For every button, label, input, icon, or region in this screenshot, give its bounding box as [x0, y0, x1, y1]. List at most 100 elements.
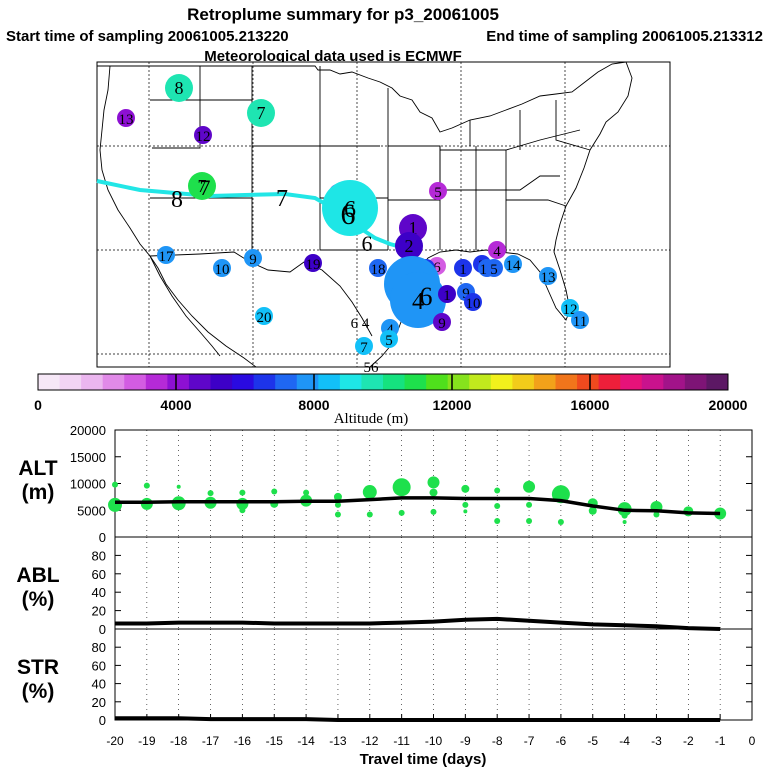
colorbar-frame [37, 373, 729, 391]
colorbar-cell [318, 374, 341, 390]
colorbar-cell [188, 374, 211, 390]
site-marker-label: 18 [371, 262, 386, 278]
altitude-point [427, 476, 440, 489]
colorbar-cell [253, 374, 276, 390]
site-marker [255, 307, 273, 325]
site-marker-label: 7 [198, 176, 207, 196]
site-marker-label: 13 [541, 270, 556, 286]
time-series-panels: 05000100001500020000ALT(m)020406080ABL(%… [16, 423, 755, 748]
colorbar-cell [490, 374, 513, 390]
site-marker [488, 241, 506, 259]
panel-abl: 0 20 40 60 80 ABL(%) [16, 536, 753, 637]
panel-label: ALT [18, 457, 57, 480]
altitude-point [362, 485, 377, 500]
altitude-point [526, 517, 533, 524]
colorbar-cell [533, 374, 556, 390]
x-tick-label: -17 [202, 734, 220, 748]
colorbar-tick-label: 8000 [298, 397, 329, 413]
site-marker-label: 11 [573, 314, 587, 330]
altitude-point [303, 489, 310, 496]
colorbar-cell [447, 374, 470, 390]
site-marker-label: 20 [257, 310, 272, 326]
colorbar-tick-label: 12000 [433, 397, 472, 413]
site-marker-label: 19 [306, 257, 321, 273]
altitude-point [588, 506, 597, 515]
altitude-point [494, 502, 501, 509]
colorbar-cell [167, 374, 190, 390]
colorbar-cell [232, 374, 255, 390]
colorbar-cell [706, 374, 729, 390]
site-marker-label: 10 [215, 262, 230, 278]
site-marker-label: 13 [119, 112, 134, 128]
site-marker [369, 259, 387, 277]
altitude-point [557, 519, 564, 526]
x-tick-label: -4 [619, 734, 630, 748]
altitude-point [714, 507, 727, 520]
site-marker-label: 4 [412, 289, 424, 315]
altitude-point [494, 487, 501, 494]
y-tick-label: 15000 [70, 450, 106, 465]
x-tick-label: -18 [170, 734, 188, 748]
x-tick-label: -10 [425, 734, 443, 748]
colorbar-cell [469, 374, 492, 390]
altitude-point [494, 517, 501, 524]
site-marker [304, 254, 322, 272]
site-marker-label: 9 [249, 252, 257, 268]
site-marker-label: 5 [434, 185, 442, 201]
altitude-point [239, 507, 246, 514]
altitude-point [239, 489, 246, 496]
site-marker [429, 182, 447, 200]
x-tick-label: -7 [524, 734, 535, 748]
colorbar-label: Altitude (m) [334, 411, 409, 427]
x-tick-label: -15 [266, 734, 284, 748]
x-tick-label: -19 [138, 734, 156, 748]
panel-label: (m) [22, 481, 55, 504]
colorbar-cell [339, 374, 362, 390]
trajectory-day-label: 6 [341, 198, 356, 231]
colorbar-cell [641, 374, 664, 390]
colorbar-cell [81, 374, 104, 390]
trajectory-day-labels: 8 7 7 6 6 6 [171, 175, 433, 311]
site-marker-label: 8 [175, 78, 184, 98]
y-tick-label: 0 [99, 530, 106, 545]
site-marker [322, 180, 378, 236]
y-tick-label: 0 [99, 622, 106, 637]
y-tick-label: 80 [92, 640, 106, 655]
colorbar-tick-label: 4000 [160, 397, 191, 413]
site-marker-label: 7 [257, 103, 266, 123]
altitude-point [207, 490, 214, 497]
colorbar-tick-label: 20000 [709, 397, 748, 413]
trajectory-day-label: 6 [420, 282, 433, 311]
map-extra-label: 6 4 [351, 316, 370, 332]
y-tick-label: 40 [92, 677, 106, 692]
site-marker [355, 337, 373, 355]
x-tick-label: -5 [587, 734, 598, 748]
x-axis-label: Travel time (days) [360, 751, 487, 768]
colorbar-cell [598, 374, 621, 390]
site-marker [157, 246, 175, 264]
colorbar-cell [102, 374, 125, 390]
x-tick-label: -6 [556, 734, 567, 748]
site-marker-label: 9 [462, 286, 470, 302]
site-marker-label: 7 [360, 340, 368, 356]
y-tick-label: 40 [92, 585, 106, 600]
colorbar-cell [275, 374, 298, 390]
y-tick-label: 20 [92, 695, 106, 710]
colorbar-tick-labels: 0 4000 8000 12000 16000 20000 [34, 374, 748, 413]
altitude-point [366, 511, 373, 518]
site-marker [561, 299, 579, 317]
trajectory-day-label: 7 [276, 186, 288, 212]
x-tick-label: -13 [329, 734, 347, 748]
site-marker [188, 172, 216, 200]
x-tick-label: -14 [297, 734, 315, 748]
site-marker [380, 330, 398, 348]
trajectory-day-label: 7 [200, 175, 211, 200]
altitude-point [271, 488, 278, 495]
colorbar-cell [555, 374, 578, 390]
site-marker-label: 4 [493, 244, 501, 260]
site-marker-label: 6 [433, 260, 441, 276]
altitude-point [463, 509, 468, 514]
site-marker [464, 293, 482, 311]
altitude-point [334, 511, 341, 518]
